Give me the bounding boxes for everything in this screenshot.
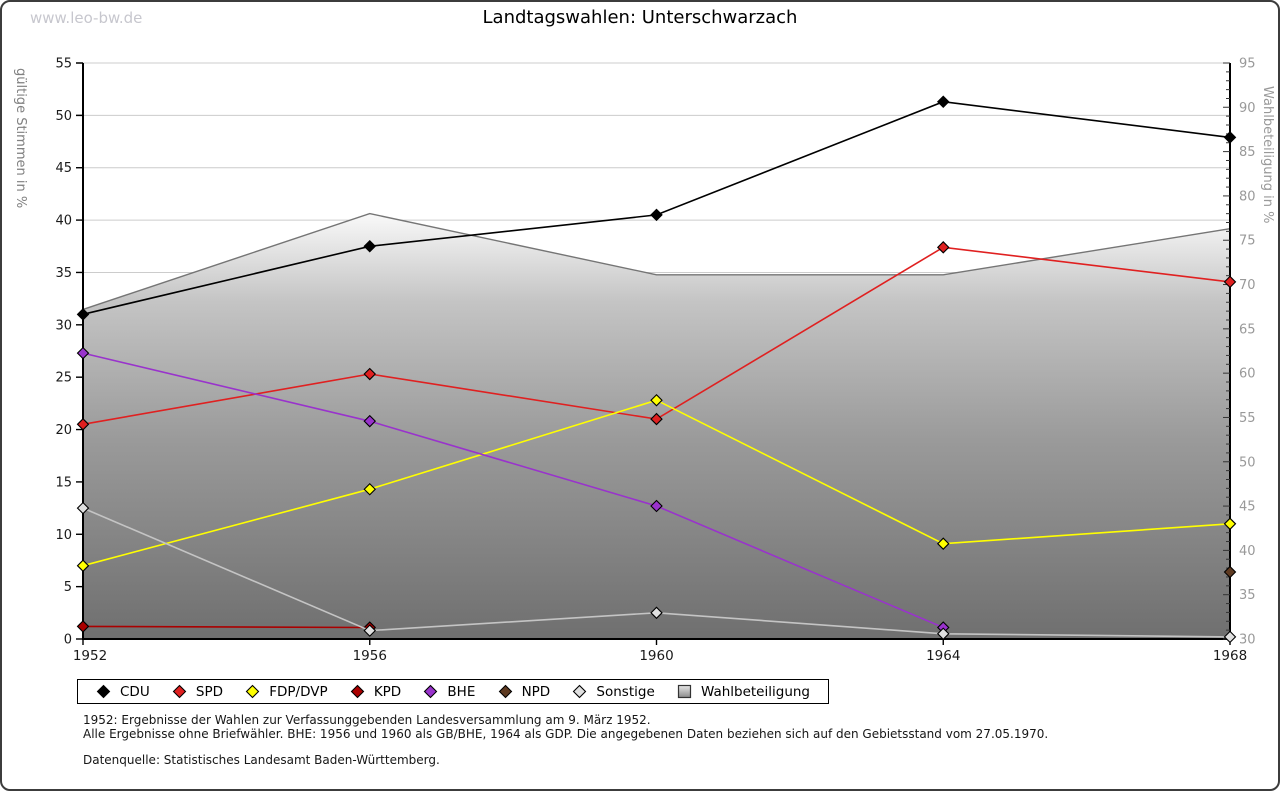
right-axis-tick-label: 60	[1239, 367, 1256, 382]
data-point-kpd-1952	[76, 620, 90, 633]
legend-label: NPD	[521, 683, 551, 700]
right-axis-tick-label: 50	[1239, 455, 1256, 470]
x-axis-tick-label: 1952	[73, 648, 107, 664]
data-point-cdu-1968	[1223, 131, 1237, 144]
data-point-sonstige-1956	[363, 624, 377, 637]
left-axis-tick-label: 35	[55, 266, 72, 281]
data-point-spd-1956	[363, 367, 377, 381]
left-axis-tick-label: 25	[55, 371, 72, 386]
legend-item-npd: NPD	[498, 683, 551, 700]
legend-label: BHE	[447, 683, 476, 700]
series-line-kpd	[82, 625, 370, 629]
left-axis-tick-label: 40	[55, 214, 72, 229]
right-axis-tick-label: 70	[1239, 278, 1256, 293]
legend-item-cdu: CDU	[96, 684, 150, 700]
left-axis-tick-label: 50	[55, 109, 72, 124]
data-point-bhe-1956	[363, 414, 377, 428]
x-axis-tick-label: 1960	[639, 648, 673, 664]
cdu-marker-icon	[96, 684, 111, 699]
data-point-bhe-1952	[76, 346, 90, 360]
footnote-source: Datenquelle: Statistisches Landesamt Bad…	[83, 753, 440, 767]
watermark: www.leo-bw.de	[30, 9, 143, 27]
bhe-marker-icon	[424, 684, 438, 699]
data-point-sonstige-1964	[936, 627, 950, 641]
legend-label: FDP/DVP	[269, 683, 328, 700]
right-axis-tick-label: 45	[1239, 500, 1256, 515]
right-axis-tick-label: 55	[1239, 411, 1256, 426]
data-point-bhe-1960	[650, 499, 663, 513]
data-point-fdp-dvp-1960	[650, 393, 663, 407]
spd-marker-icon	[172, 684, 187, 699]
left-axis-tick-label: 15	[55, 475, 72, 490]
data-point-fdp-dvp-1956	[363, 482, 377, 496]
right-axis-tick-label: 65	[1239, 322, 1256, 337]
data-point-fdp-dvp-1952	[76, 559, 90, 572]
legend-item-sonstige: Sonstige	[572, 683, 655, 700]
legend-item-kpd: KPD	[350, 684, 401, 700]
fdp-dvp-marker-icon	[245, 684, 260, 699]
left-axis-tick-label: 0	[64, 633, 72, 648]
data-point-spd-1968	[1223, 275, 1237, 289]
wahlbeteiligung-marker-icon	[677, 684, 692, 699]
left-axis-title: gültige Stimmen in %	[13, 68, 28, 208]
right-axis-tick-label: 30	[1239, 633, 1256, 648]
data-point-spd-1952	[76, 418, 90, 431]
footnote-line-2: Alle Ergebnisse ohne Briefwähler. BHE: 1…	[83, 727, 1049, 741]
footnote-line-1: 1952: Ergebnisse der Wahlen zur Verfassu…	[83, 713, 651, 727]
legend-label: SPD	[195, 683, 224, 700]
data-point-sonstige-1960	[650, 606, 663, 620]
data-point-cdu-1952	[76, 308, 90, 321]
data-point-cdu-1960	[650, 208, 663, 222]
data-point-spd-1960	[650, 412, 663, 426]
x-axis-tick-label: 1968	[1213, 648, 1247, 664]
left-axis-tick-label: 45	[55, 161, 72, 176]
right-axis-title: Wahlbeteiligung in %	[1260, 86, 1275, 223]
npd-marker-icon	[498, 684, 512, 699]
kpd-marker-icon	[350, 684, 365, 699]
election-line-chart: 0 5 10 15 20 25 30 35 40 45 50 55 30 35 40 45 50 55 60 65 70…	[13, 57, 1275, 665]
data-point-cdu-1964	[936, 95, 950, 109]
data-point-fdp-dvp-1964	[936, 537, 950, 550]
right-axis-tick-label: 40	[1239, 544, 1256, 559]
left-axis-tick-label: 55	[55, 57, 72, 72]
legend-item-wahlbeteiligung: Wahlbeteiligung	[677, 684, 810, 700]
data-point-sonstige-1968	[1223, 630, 1237, 644]
right-axis-tick-label: 75	[1239, 234, 1256, 249]
right-axis-tick-label: 85	[1239, 145, 1256, 160]
right-axis-tick-label: 35	[1239, 588, 1256, 603]
legend-item-fdp-dvp: FDP/DVP	[245, 683, 328, 700]
left-axis-tick-label: 20	[55, 423, 72, 438]
legend-label: KPD	[373, 683, 402, 700]
right-axis-tick-label: 80	[1239, 189, 1256, 204]
data-point-sonstige-1952	[76, 501, 90, 515]
left-axis-tick-label: 10	[55, 528, 72, 543]
legend-label: Sonstige	[596, 683, 655, 700]
data-point-cdu-1956	[363, 239, 377, 253]
chart-title: Landtagswahlen: Unterschwarzach	[482, 7, 798, 28]
right-axis-tick-label: 90	[1239, 101, 1256, 116]
data-point-spd-1964	[936, 241, 950, 254]
legend-item-bhe: BHE	[423, 684, 475, 700]
data-point-npd-1968	[1223, 565, 1237, 579]
left-axis-tick-label: 5	[64, 580, 72, 595]
series-line-bhe	[82, 352, 944, 629]
right-axis-tick-label: 95	[1239, 57, 1256, 72]
legend-item-spd: SPD	[172, 684, 223, 700]
data-point-fdp-dvp-1968	[1223, 517, 1237, 531]
chart-legend: CDU SPD FDP/DVP KPD BHE NPD Sonstige Wahlbeteil…	[77, 679, 829, 704]
x-axis-tick-label: 1956	[353, 648, 387, 664]
left-axis-tick-label: 30	[55, 318, 72, 333]
legend-label: CDU	[120, 683, 150, 700]
sonstige-marker-icon	[573, 684, 587, 699]
turnout-area	[83, 213, 1230, 639]
legend-label: Wahlbeteiligung	[700, 683, 810, 700]
x-axis-tick-label: 1964	[926, 648, 960, 664]
chart-footnotes: 1952: Ergebnisse der Wahlen zur Verfassu…	[83, 713, 1048, 767]
